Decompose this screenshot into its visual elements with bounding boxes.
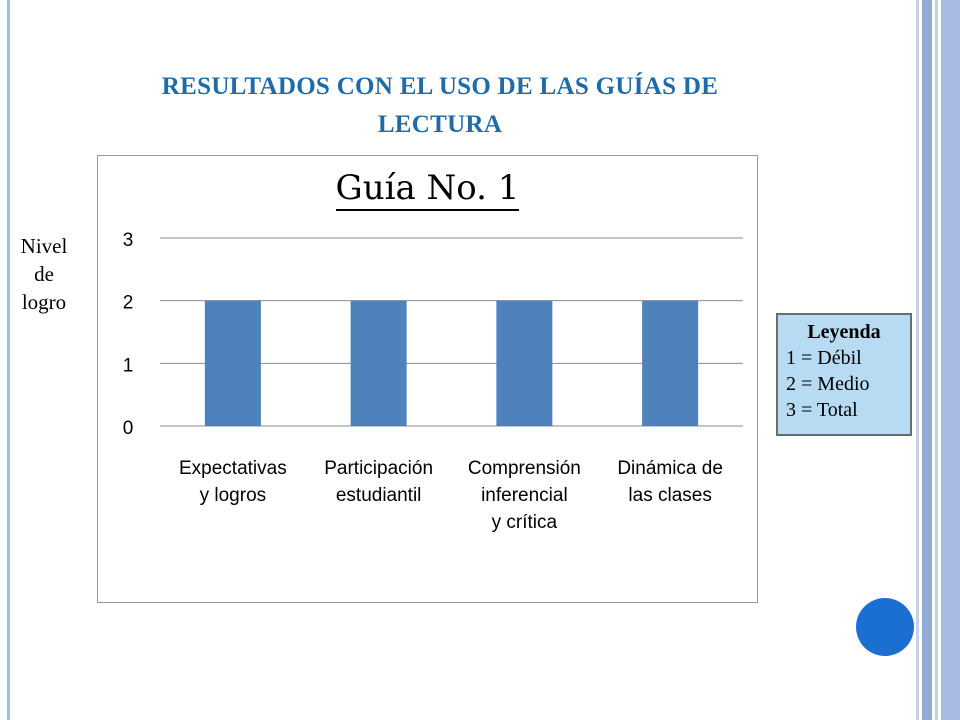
legend-item-3: 3 = Total xyxy=(786,399,858,421)
side-label-line-2: de xyxy=(34,262,54,286)
bar-1 xyxy=(204,300,261,426)
y-axis-side-label: Nivel de logro xyxy=(10,232,78,316)
left-border-line xyxy=(7,0,10,720)
legend-item-2: 2 = Medio xyxy=(786,373,870,395)
bar-3 xyxy=(496,300,553,426)
chart-title: Guía No. 1 xyxy=(98,168,757,211)
chart-frame: Guía No. 1 0 1 2 3 Expectativas y logros Parti… xyxy=(97,155,758,603)
x-tick-label-4: Dinámica de las clases xyxy=(617,458,723,506)
legend-title: Leyenda xyxy=(807,321,881,343)
y-tick-label-3: 3 xyxy=(123,230,134,251)
x-tick-label-1: Expectativas y logros xyxy=(179,458,287,506)
y-tick-label-1: 1 xyxy=(123,355,134,376)
y-tick-label-0: 0 xyxy=(123,418,134,439)
slide-title-line2: LECTURA xyxy=(377,111,503,138)
legend-box: Leyenda 1 = Débil 2 = Medio 3 = Total xyxy=(776,313,912,436)
legend-item-1: 1 = Débil xyxy=(786,347,862,369)
bar-2 xyxy=(350,300,407,426)
bar-chart: 0 1 2 3 Expectativas y logros Participación est… xyxy=(123,230,743,533)
x-tick-label-3: Comprensión inferencial y crítica xyxy=(468,458,581,533)
slide-title: RESULTADOS CON EL USO DE LAS GUÍAS DE LE… xyxy=(100,68,780,144)
slide-title-line1: RESULTADOS CON EL USO DE LAS GUÍAS DE xyxy=(161,73,719,100)
right-decorative-stripes xyxy=(916,0,960,720)
decorative-circle xyxy=(856,598,914,656)
side-label-line-3: logro xyxy=(21,290,67,314)
bar-4 xyxy=(642,300,699,426)
side-label-line-1: Nivel xyxy=(20,234,68,258)
x-tick-label-2: Participación estudiantil xyxy=(324,458,433,506)
y-tick-label-2: 2 xyxy=(123,293,134,314)
